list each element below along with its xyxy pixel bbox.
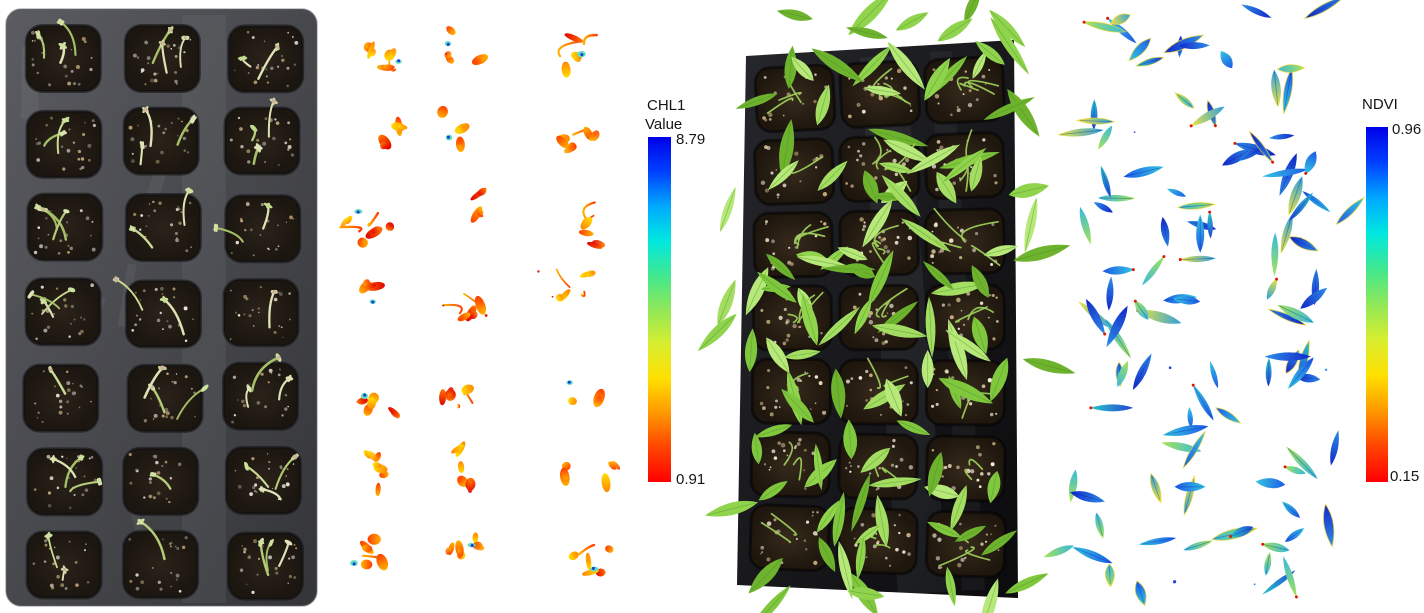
rgb-photo-tray-late <box>697 0 1076 613</box>
chl1-colorbar-max-label: 8.79 <box>676 131 706 148</box>
ndvi-colorbar-min-label: 0.15 <box>1390 468 1420 485</box>
ndvi-colorbar-title: NDVI <box>1362 96 1398 113</box>
chl1-colorbar-subtitle: Value <box>645 116 683 133</box>
ndvi-colorbar-gradient <box>1366 127 1388 482</box>
chl1-colorbar-title: CHL1 <box>647 97 686 114</box>
ndvi-index-map <box>1043 0 1366 607</box>
chl1-colorbar-min-label: 0.91 <box>676 471 706 488</box>
ndvi-colorbar-max-label: 0.96 <box>1392 121 1422 138</box>
chl1-index-map <box>339 26 621 577</box>
chl1-colorbar-gradient <box>648 137 671 482</box>
rgb-photo-tray-early <box>5 8 318 607</box>
